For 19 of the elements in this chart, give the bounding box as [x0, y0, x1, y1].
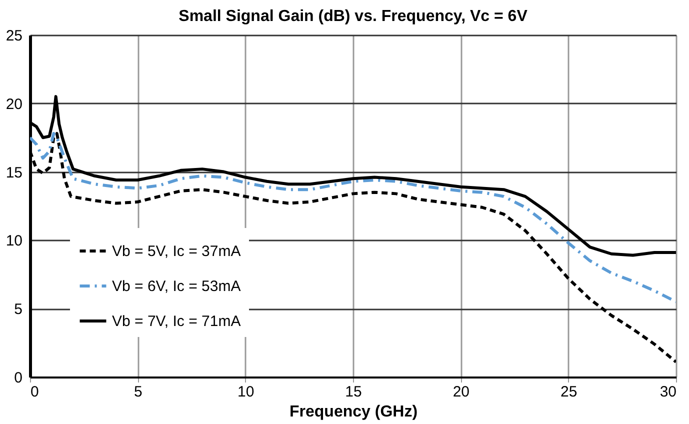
x-tick-label: 10 — [237, 384, 254, 400]
x-tick-label: 20 — [452, 384, 470, 400]
y-tick-label: 5 — [14, 301, 22, 318]
x-tick-label: 15 — [345, 384, 362, 400]
y-tick-label: 0 — [14, 370, 22, 386]
x-tick-label: 30 — [660, 384, 676, 400]
x-axis-title: Frequency (GHz) — [289, 404, 418, 420]
chart-title: Small Signal Gain (dB) vs. Frequency, Vc = 6V — [178, 8, 528, 25]
x-tick-label: 5 — [134, 384, 142, 400]
y-tick-label: 15 — [6, 164, 22, 182]
legend-label: Vb = 6V, Ic = 53mA — [112, 278, 241, 295]
x-tick-label: 25 — [560, 384, 578, 400]
y-tick-label: 10 — [6, 232, 22, 250]
y-tick-label: 20 — [6, 96, 22, 113]
legend-label: Vb = 7V, Ic = 71mA — [112, 313, 241, 330]
line-series — [30, 132, 676, 304]
y-tick-label: 25 — [6, 28, 22, 44]
legend-label: Vb = 5V, Ic = 37mA — [112, 243, 241, 260]
x-tick-label: 0 — [30, 384, 39, 400]
